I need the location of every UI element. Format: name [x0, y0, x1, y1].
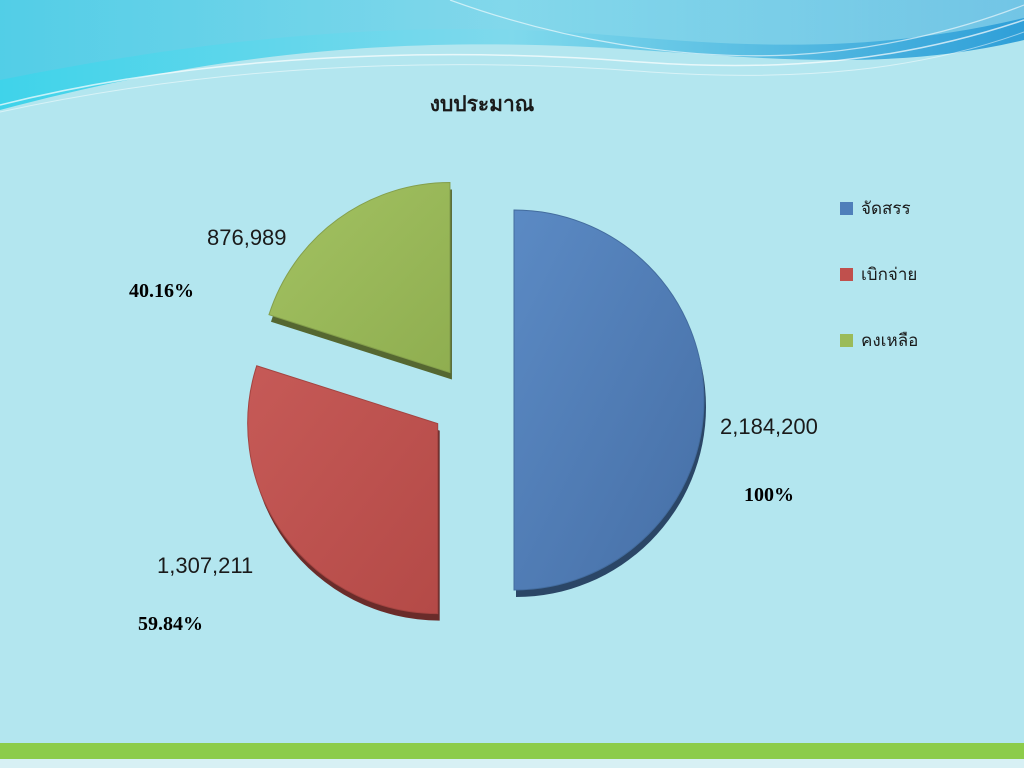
pie-slice-remaining-face	[268, 182, 451, 374]
footer-strip	[0, 759, 1024, 768]
data-label-remaining-value: 876,989	[207, 225, 287, 250]
legend-label-disbursed: เบิกจ่าย	[861, 264, 918, 285]
legend-item-disbursed: เบิกจ่าย	[840, 262, 918, 286]
legend-swatch-allocated	[840, 201, 853, 215]
pie-slice-allocated-face	[513, 209, 705, 591]
pie-slice-remaining	[268, 182, 452, 380]
chart-legend: จัดสรร เบิกจ่าย คงเหลือ	[840, 196, 918, 394]
pie-slice-disbursed-face	[247, 365, 439, 615]
chart-title: งบประมาณ	[429, 91, 535, 116]
pie-slice-disbursed	[247, 365, 440, 621]
legend-item-allocated: จัดสรร	[840, 196, 918, 220]
data-label-disbursed-value: 1,307,211	[157, 553, 254, 578]
legend-swatch-remaining	[840, 333, 853, 347]
header-wave-decoration	[0, 0, 1024, 113]
legend-swatch-disbursed	[840, 267, 853, 281]
data-label-remaining-percent: 40.16%	[129, 280, 194, 302]
legend-item-remaining: คงเหลือ	[840, 328, 918, 352]
data-label-disbursed-percent: 59.84%	[138, 613, 203, 635]
legend-label-remaining: คงเหลือ	[861, 330, 919, 351]
data-label-allocated-percent: 100%	[744, 484, 794, 506]
pie-slice-allocated	[513, 209, 706, 597]
footer-green-bar	[0, 743, 1024, 759]
legend-label-allocated: จัดสรร	[861, 198, 911, 219]
data-label-allocated-value: 2,184,200	[720, 414, 818, 439]
